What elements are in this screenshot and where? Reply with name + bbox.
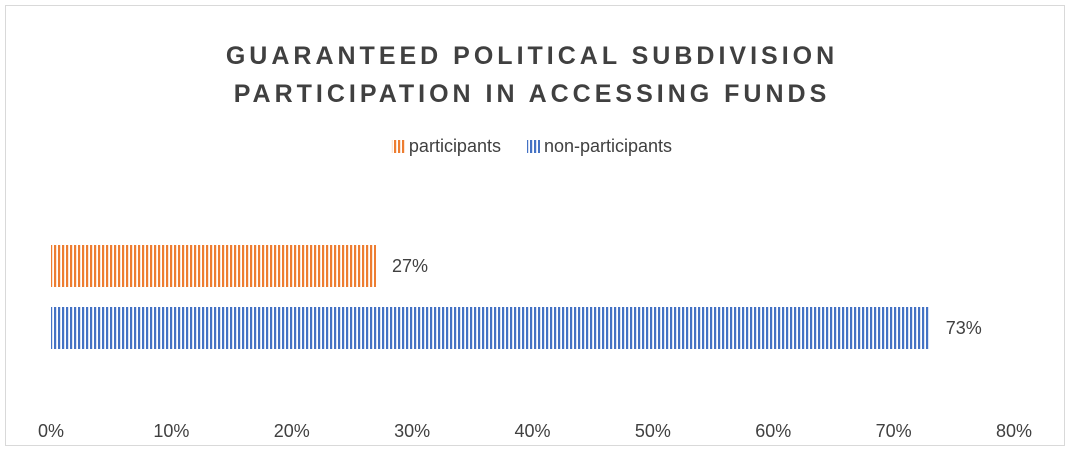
legend-item-participants: participants (391, 136, 501, 156)
x-tick-label: 80% (996, 421, 1032, 441)
chart-title: GUARANTEED POLITICAL SUBDIVISION PARTICI… (226, 42, 838, 108)
data-label-non-participants: 73% (946, 318, 982, 338)
bar-participants (51, 245, 377, 287)
x-tick-label: 40% (514, 421, 550, 441)
legend: participants non-participants (391, 136, 672, 156)
bars-group (51, 245, 930, 349)
legend-item-non-participants: non-participants (526, 136, 672, 156)
data-labels-group: 27% 73% (392, 256, 982, 338)
chart-svg: GUARANTEED POLITICAL SUBDIVISION PARTICI… (38, 42, 1032, 441)
bar-non-participants (51, 307, 930, 349)
x-axis: 0% 10% 20% 30% 40% 50% 60% 70% 80% (38, 421, 1032, 441)
x-tick-label: 10% (153, 421, 189, 441)
legend-label-non-participants: non-participants (544, 136, 672, 156)
x-tick-label: 70% (876, 421, 912, 441)
x-tick-label: 30% (394, 421, 430, 441)
x-tick-label: 50% (635, 421, 671, 441)
x-tick-label: 20% (274, 421, 310, 441)
legend-label-participants: participants (409, 136, 501, 156)
legend-swatch-non-participants (526, 140, 540, 153)
legend-swatch-participants (391, 140, 405, 153)
chart-title-line-2: PARTICIPATION IN ACCESSING FUNDS (234, 80, 831, 108)
x-tick-label: 0% (38, 421, 64, 441)
data-label-participants: 27% (392, 256, 428, 276)
chart-frame: GUARANTEED POLITICAL SUBDIVISION PARTICI… (5, 5, 1065, 446)
x-tick-label: 60% (755, 421, 791, 441)
chart-title-line-1: GUARANTEED POLITICAL SUBDIVISION (226, 42, 838, 70)
